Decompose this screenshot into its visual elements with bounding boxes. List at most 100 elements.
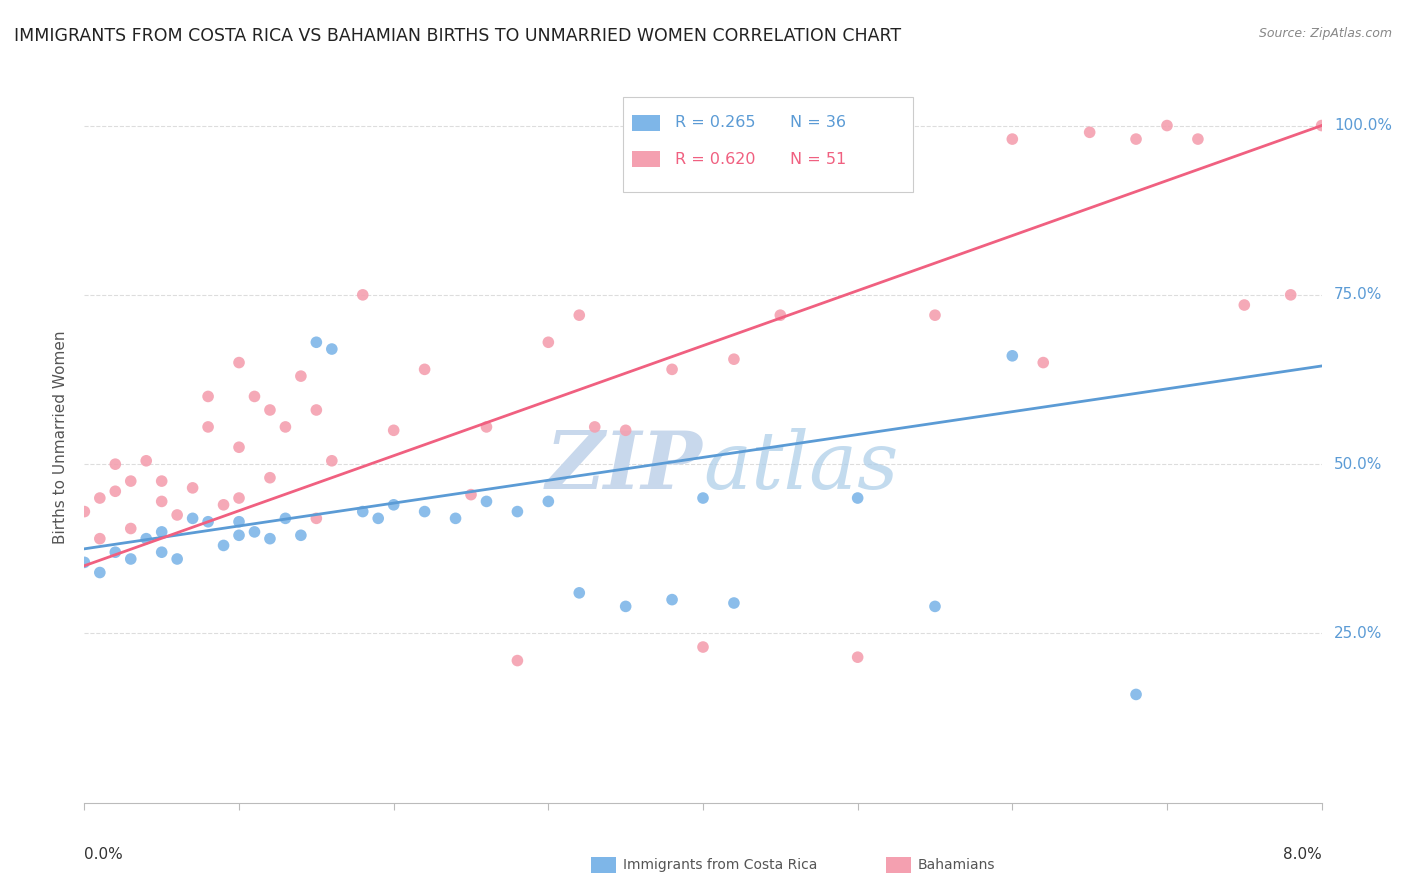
Text: N = 36: N = 36 xyxy=(790,115,845,130)
Point xyxy=(89,532,111,546)
Point xyxy=(661,362,683,376)
Point xyxy=(104,484,127,499)
Text: N = 51: N = 51 xyxy=(790,152,846,167)
Point xyxy=(382,423,405,437)
Text: Source: ZipAtlas.com: Source: ZipAtlas.com xyxy=(1258,27,1392,40)
Point xyxy=(475,420,498,434)
Point xyxy=(104,457,127,471)
Point xyxy=(150,494,173,508)
Point xyxy=(413,362,436,376)
Point xyxy=(583,420,606,434)
Point xyxy=(1001,349,1024,363)
Point xyxy=(243,389,266,403)
Bar xyxy=(633,151,659,167)
Text: 50.0%: 50.0% xyxy=(1334,457,1382,472)
Point xyxy=(150,524,173,539)
Point xyxy=(1233,298,1256,312)
Point xyxy=(150,474,173,488)
Point xyxy=(181,511,204,525)
Point xyxy=(352,288,374,302)
Point xyxy=(1279,288,1302,302)
Point xyxy=(120,552,142,566)
Point xyxy=(181,481,204,495)
Point xyxy=(537,494,560,508)
Text: 25.0%: 25.0% xyxy=(1334,626,1382,641)
Point xyxy=(228,515,250,529)
Point xyxy=(135,532,157,546)
Point xyxy=(150,545,173,559)
Text: R = 0.620: R = 0.620 xyxy=(675,152,755,167)
Text: ZIP: ZIP xyxy=(546,427,703,505)
Point xyxy=(228,491,250,505)
FancyBboxPatch shape xyxy=(623,97,914,192)
Point xyxy=(274,511,297,525)
Point xyxy=(1125,132,1147,146)
Text: 8.0%: 8.0% xyxy=(1282,847,1322,862)
Point xyxy=(614,423,637,437)
Point xyxy=(259,403,281,417)
Point xyxy=(73,555,96,569)
Point xyxy=(197,389,219,403)
Point xyxy=(73,505,96,519)
Point xyxy=(1001,132,1024,146)
Point xyxy=(846,650,869,665)
Point xyxy=(166,508,188,522)
Point xyxy=(413,505,436,519)
Point xyxy=(537,335,560,350)
Point xyxy=(723,352,745,367)
Point xyxy=(259,532,281,546)
Point xyxy=(568,308,591,322)
Point xyxy=(460,488,482,502)
Point xyxy=(1310,119,1333,133)
Point xyxy=(1078,125,1101,139)
Point xyxy=(228,355,250,369)
Point xyxy=(444,511,467,525)
Point xyxy=(259,471,281,485)
Text: atlas: atlas xyxy=(703,427,898,505)
Point xyxy=(89,566,111,580)
Point xyxy=(197,420,219,434)
Point xyxy=(120,521,142,535)
Point xyxy=(367,511,389,525)
Point xyxy=(506,505,529,519)
Point xyxy=(321,342,343,356)
Text: IMMIGRANTS FROM COSTA RICA VS BAHAMIAN BIRTHS TO UNMARRIED WOMEN CORRELATION CHA: IMMIGRANTS FROM COSTA RICA VS BAHAMIAN B… xyxy=(14,27,901,45)
Point xyxy=(104,545,127,559)
Point xyxy=(692,640,714,654)
Point xyxy=(692,491,714,505)
Point xyxy=(290,369,312,384)
Point xyxy=(723,596,745,610)
Point xyxy=(1125,688,1147,702)
Point xyxy=(305,335,328,350)
Point xyxy=(661,592,683,607)
Text: Immigrants from Costa Rica: Immigrants from Costa Rica xyxy=(623,858,817,872)
Point xyxy=(243,524,266,539)
Point xyxy=(212,498,235,512)
Point xyxy=(321,454,343,468)
Point xyxy=(568,586,591,600)
Point xyxy=(924,308,946,322)
Point xyxy=(197,515,219,529)
Point xyxy=(135,454,157,468)
Point xyxy=(769,308,792,322)
Y-axis label: Births to Unmarried Women: Births to Unmarried Women xyxy=(53,330,69,544)
Point xyxy=(352,505,374,519)
Point xyxy=(305,511,328,525)
Point xyxy=(166,552,188,566)
Point xyxy=(1187,132,1209,146)
Point xyxy=(274,420,297,434)
Text: 100.0%: 100.0% xyxy=(1334,118,1392,133)
Point xyxy=(1156,119,1178,133)
Point xyxy=(475,494,498,508)
Point xyxy=(290,528,312,542)
Point xyxy=(506,654,529,668)
Text: 0.0%: 0.0% xyxy=(84,847,124,862)
Point xyxy=(614,599,637,614)
Point xyxy=(120,474,142,488)
Bar xyxy=(633,114,659,130)
Point xyxy=(1032,355,1054,369)
Point xyxy=(924,599,946,614)
Text: R = 0.265: R = 0.265 xyxy=(675,115,755,130)
Point xyxy=(228,440,250,454)
Point xyxy=(382,498,405,512)
